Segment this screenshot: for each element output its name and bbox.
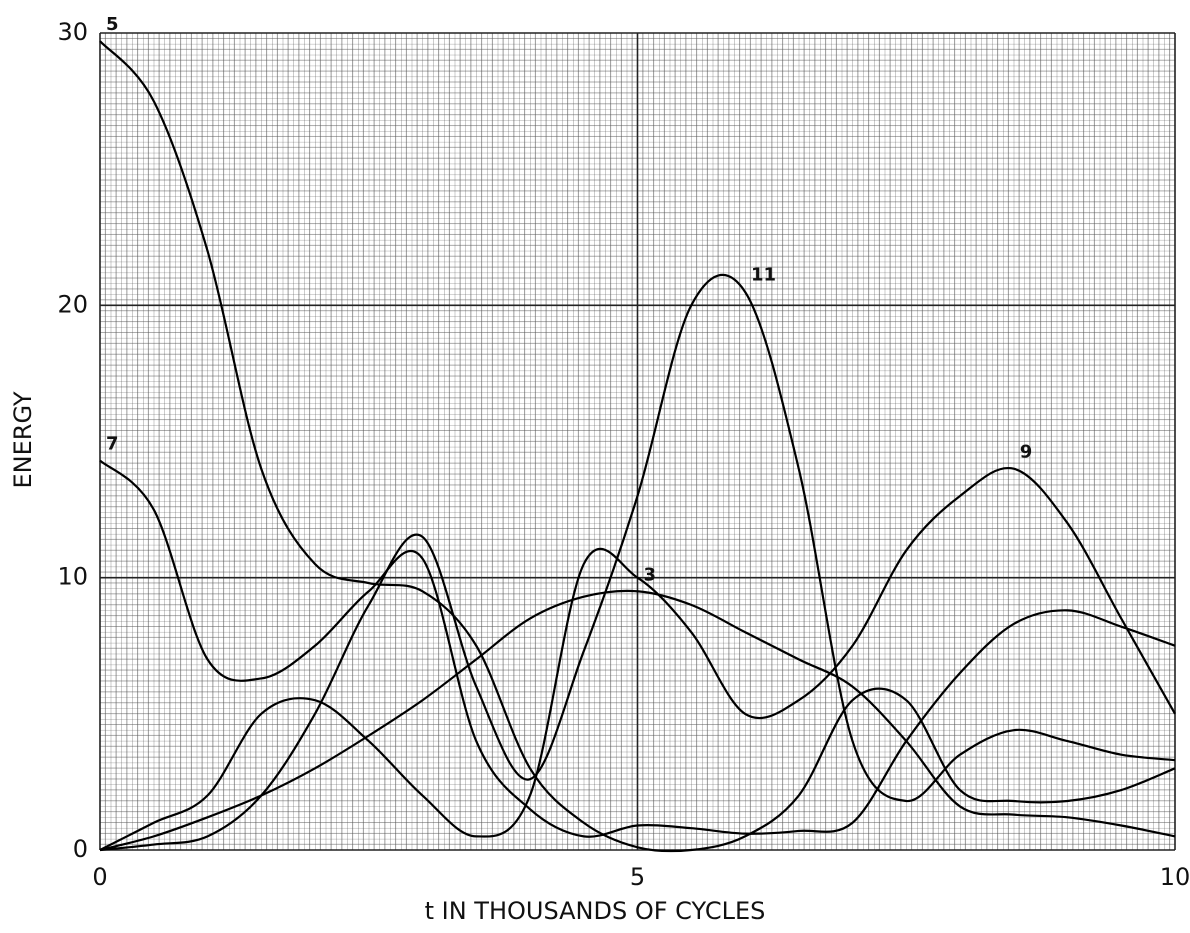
- x-tick-label: 0: [92, 863, 107, 891]
- series-label: 11: [751, 265, 776, 286]
- x-tick-label: 10: [1160, 863, 1190, 891]
- series-line: [99, 466, 1176, 851]
- series-label: 7: [106, 434, 119, 455]
- x-tick-label: 5: [630, 863, 645, 891]
- series-line: [99, 589, 1176, 852]
- y-axis-title: ENERGY: [9, 391, 37, 488]
- series-line: [99, 459, 1176, 838]
- series-label: 5: [106, 14, 119, 35]
- y-tick-label: 0: [73, 835, 88, 863]
- series-line: [99, 40, 1176, 853]
- y-tick-label: 20: [57, 290, 88, 318]
- series-label: 9: [1020, 442, 1033, 463]
- y-tick-label: 10: [57, 563, 88, 591]
- x-axis-title: t IN THOUSANDS OF CYCLES: [425, 897, 766, 925]
- series-line: [99, 273, 1176, 852]
- y-tick-label: 30: [57, 18, 88, 46]
- series-label: 3: [644, 564, 657, 585]
